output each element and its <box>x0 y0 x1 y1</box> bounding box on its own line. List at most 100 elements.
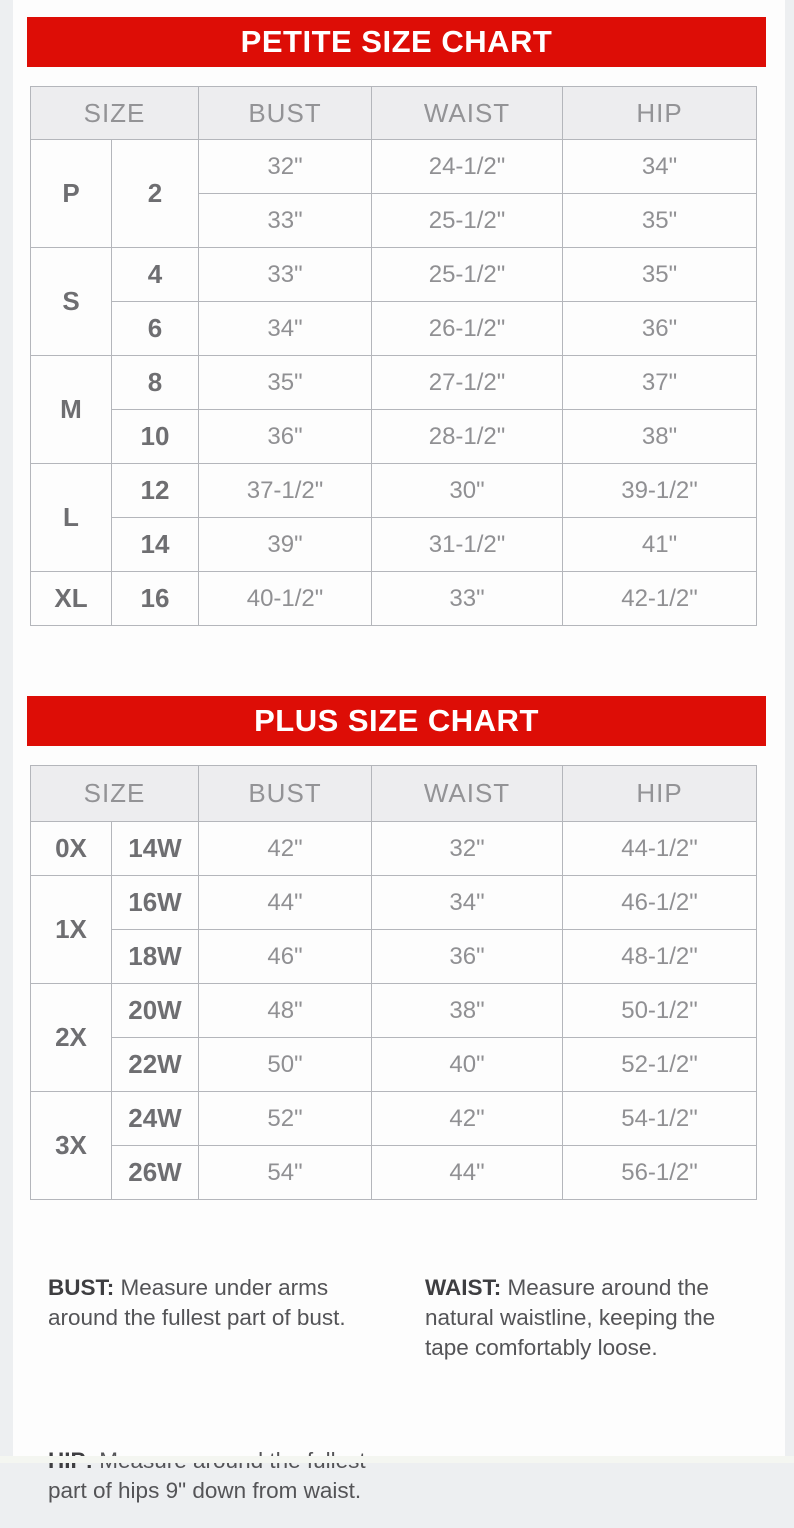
size-letter-cell: XL <box>30 571 112 626</box>
measurement-cell: 32" <box>371 821 564 876</box>
size-letter-cell: 3X <box>30 1091 112 1200</box>
measurement-cell: 36" <box>198 409 373 464</box>
size-number-cell: 6 <box>110 301 200 356</box>
size-number-cell: 14W <box>110 821 200 876</box>
measurement-cell: 35" <box>198 355 373 410</box>
waist-column-header: WAIST <box>371 86 564 140</box>
header-row: SIZE BUST WAIST HIP <box>29 765 758 822</box>
size-number-cell: 8 <box>110 355 200 410</box>
size-number-cell: 14 <box>110 517 200 572</box>
measurement-cell: 42-1/2" <box>562 571 758 626</box>
measurement-cell: 40" <box>371 1037 564 1092</box>
measurement-cell: 32" <box>198 139 373 194</box>
measurement-cell: 27-1/2" <box>371 355 564 410</box>
measurement-cell: 36" <box>371 929 564 984</box>
bust-note-text: Measure under arms around the fullest pa… <box>48 1274 346 1330</box>
table-row: 0X 14W 42" 32" 44-1/2" <box>30 821 758 876</box>
bust-column-header: BUST <box>198 86 373 140</box>
size-letter-cell: L <box>30 463 112 572</box>
size-number-cell: 10 <box>110 409 200 464</box>
size-letter-cell: M <box>30 355 112 464</box>
measurement-cell: 25-1/2" <box>371 247 564 302</box>
measurement-cell: 39" <box>198 517 373 572</box>
measurement-cell: 38" <box>371 983 564 1038</box>
header-row: SIZE BUST WAIST HIP <box>29 86 758 140</box>
measurement-cell: 48" <box>198 983 373 1038</box>
plus-chart-banner: PLUS SIZE CHART <box>27 696 766 746</box>
size-number-cell: 2 <box>110 139 200 248</box>
measurement-cell: 33" <box>198 193 373 248</box>
measurement-cell: 48-1/2" <box>562 929 758 984</box>
plus-chart-title: PLUS SIZE CHART <box>254 703 539 738</box>
petite-chart-banner: PETITE SIZE CHART <box>27 17 766 67</box>
table-row: 18W 46" 36" 48-1/2" <box>31 929 758 984</box>
measurement-cell: 25-1/2" <box>371 193 564 248</box>
measurement-cell: 33" <box>198 247 373 302</box>
size-number-cell: 16 <box>110 571 200 626</box>
table-row: 22W 50" 40" 52-1/2" <box>31 1037 758 1092</box>
size-number-cell: 16W <box>110 875 200 930</box>
measurement-cell: 26-1/2" <box>371 301 564 356</box>
measurement-cell: 28-1/2" <box>371 409 564 464</box>
bottom-edge-strip <box>0 1456 794 1463</box>
size-letter-cell: 1X <box>30 875 112 984</box>
table-row: 14 39" 31-1/2" 41" <box>31 517 758 572</box>
measurement-cell: 52" <box>198 1091 373 1146</box>
size-column-header: SIZE <box>29 86 200 140</box>
measurement-cell: 50" <box>198 1037 373 1092</box>
measurement-cell: 35" <box>562 193 758 248</box>
bust-column-header: BUST <box>198 765 373 822</box>
measurement-cell: 33" <box>371 571 564 626</box>
measurement-cell: 44" <box>371 1145 564 1200</box>
measurement-cell: 34" <box>562 139 758 194</box>
measurement-cell: 50-1/2" <box>562 983 758 1038</box>
hip-column-header: HIP <box>562 765 758 822</box>
measurement-cell: 37-1/2" <box>198 463 373 518</box>
hip-column-header: HIP <box>562 86 758 140</box>
measurement-cell: 24-1/2" <box>371 139 564 194</box>
petite-table-body: P 2 32" 24-1/2" 34" 33" 25-1/2" 35" S 4 33" 25-1/2"… <box>30 139 758 626</box>
measurement-cell: 39-1/2" <box>562 463 758 518</box>
table-row: 26W 54" 44" 56-1/2" <box>31 1145 758 1200</box>
size-letter-cell: P <box>30 139 112 248</box>
petite-size-table: SIZE BUST WAIST HIP P 2 32" 24-1/2" 34" 33" 25… <box>29 86 758 626</box>
measurement-cell: 34" <box>371 875 564 930</box>
measurement-cell: 42" <box>198 821 373 876</box>
size-number-cell: 4 <box>110 247 200 302</box>
size-number-cell: 22W <box>110 1037 200 1092</box>
table-row: L 12 37-1/2" 30" 39-1/2" <box>30 463 758 572</box>
petite-table-header: SIZE BUST WAIST HIP <box>29 86 758 140</box>
size-letter-cell: S <box>30 247 112 356</box>
table-row: M 8 35" 27-1/2" 37" <box>30 355 758 464</box>
waist-note-label: WAIST: <box>425 1274 502 1300</box>
measurement-cell: 44-1/2" <box>562 821 758 876</box>
size-number-cell: 26W <box>110 1145 200 1200</box>
measurement-cell: 40-1/2" <box>198 571 373 626</box>
waist-note-text: Measure around the natural waistline, ke… <box>425 1274 716 1360</box>
measurement-cell: 41" <box>562 517 758 572</box>
measurement-cell: 56-1/2" <box>562 1145 758 1200</box>
measurement-cell: 38" <box>562 409 758 464</box>
petite-chart-title: PETITE SIZE CHART <box>240 24 553 59</box>
table-row: 3X 24W 52" 42" 54-1/2" <box>30 1091 758 1200</box>
bust-note: BUST: Measure under arms around the full… <box>48 1273 353 1363</box>
size-letter-cell: 2X <box>30 983 112 1092</box>
measurement-cell: 54-1/2" <box>562 1091 758 1146</box>
table-row: 1X 16W 44" 34" 46-1/2" <box>30 875 758 984</box>
measurement-cell: 36" <box>562 301 758 356</box>
measurement-cell: 46-1/2" <box>562 875 758 930</box>
size-number-cell: 24W <box>110 1091 200 1146</box>
size-number-cell: 20W <box>110 983 200 1038</box>
table-row: 10 36" 28-1/2" 38" <box>31 409 758 464</box>
measurement-cell: 31-1/2" <box>371 517 564 572</box>
table-row: 2X 20W 48" 38" 50-1/2" <box>30 983 758 1092</box>
table-row: 6 34" 26-1/2" 36" <box>31 301 758 356</box>
plus-size-table: SIZE BUST WAIST HIP 0X 14W 42" 32" 44-1/2" 1X… <box>29 765 758 1200</box>
table-row: XL 16 40-1/2" 33" 42-1/2" <box>30 571 758 626</box>
table-row: P 2 32" 24-1/2" 34" <box>30 139 758 248</box>
waist-column-header: WAIST <box>371 765 564 822</box>
hip-note: HIP: Measure around the fullest part of … <box>48 1446 383 1506</box>
plus-table-body: 0X 14W 42" 32" 44-1/2" 1X 16W 44" 34" 46-1/2" 18W 4… <box>30 821 758 1200</box>
waist-note: WAIST: Measure around the natural waistl… <box>425 1273 750 1363</box>
